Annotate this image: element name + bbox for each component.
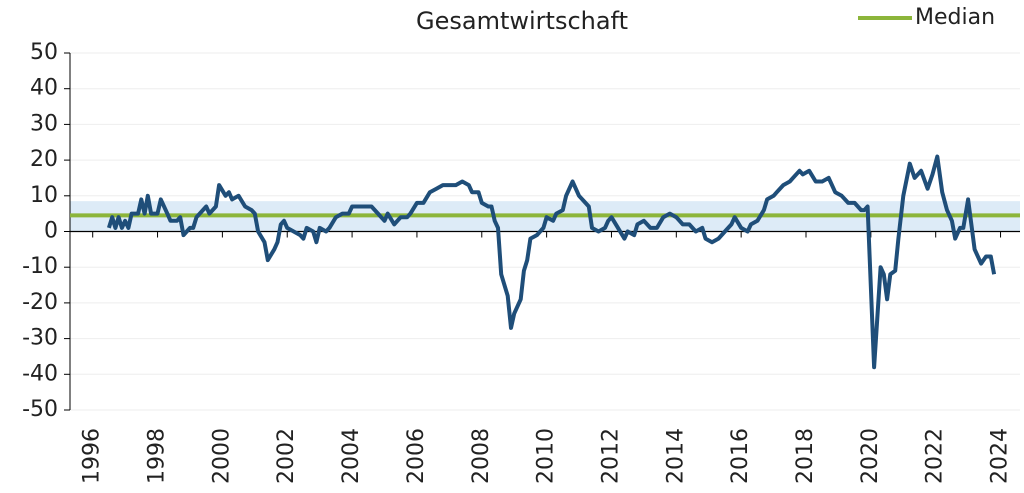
y-tick-label: -30 — [22, 326, 58, 351]
x-tick-label: 2012 — [598, 428, 623, 484]
data-line — [106, 154, 997, 370]
x-tick-label: 2004 — [339, 428, 364, 484]
y-tick-label: 20 — [30, 147, 58, 172]
x-tick-label: 2024 — [988, 428, 1013, 484]
legend-label: Median — [915, 5, 995, 30]
y-tick-label: -50 — [22, 397, 58, 422]
x-tick-label: 2006 — [404, 428, 429, 484]
y-tick-label: -20 — [22, 290, 58, 315]
x-tick-label: 2014 — [663, 428, 688, 484]
x-tick-label: 2018 — [793, 428, 818, 484]
y-tick-label: -40 — [22, 361, 58, 386]
x-tick-label: 2000 — [209, 428, 234, 484]
chart-title: Gesamtwirtschaft — [416, 7, 628, 35]
x-tick-label: 2016 — [728, 428, 753, 484]
x-tick-label: 2008 — [469, 428, 494, 484]
y-tick-label: 50 — [30, 40, 58, 65]
y-tick-label: 0 — [44, 219, 58, 244]
x-tick-label: 2002 — [274, 428, 299, 484]
y-tick-label: -10 — [22, 254, 58, 279]
x-tick-label: 2020 — [858, 428, 883, 484]
x-tick-label: 2022 — [923, 428, 948, 484]
y-tick-label: 30 — [30, 111, 58, 136]
x-tick-label: 2010 — [534, 428, 559, 484]
y-tick-label: 40 — [30, 76, 58, 101]
x-tick-label: 1998 — [145, 428, 170, 484]
x-tick-label: 1996 — [80, 428, 105, 484]
y-tick-label: 10 — [30, 183, 58, 208]
